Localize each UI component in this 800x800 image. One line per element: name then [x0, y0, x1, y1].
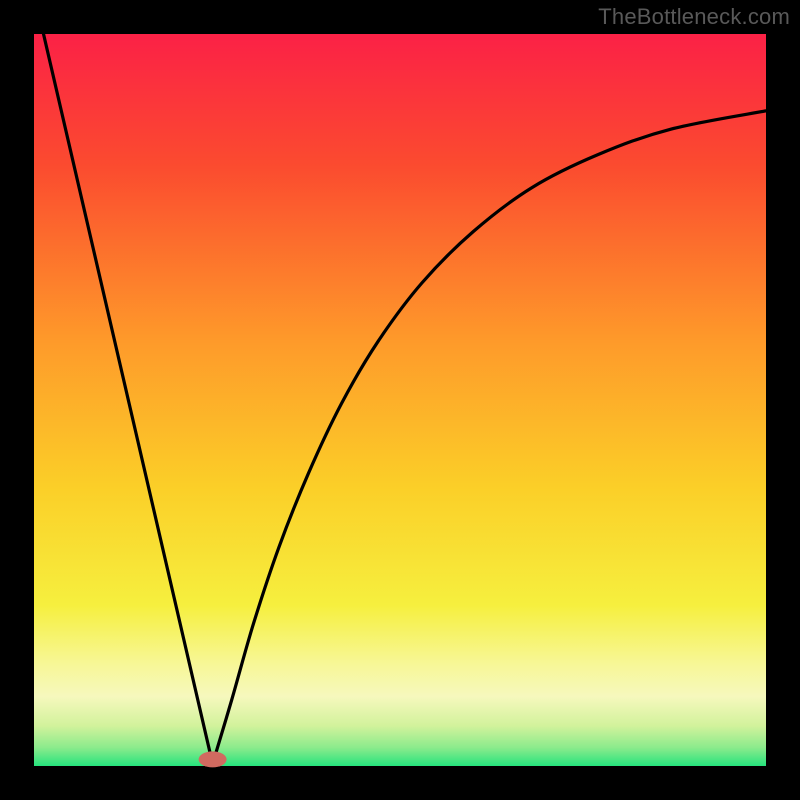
bottleneck-curve-chart [0, 0, 800, 800]
watermark-label: TheBottleneck.com [598, 4, 790, 30]
optimal-point-marker [199, 751, 227, 767]
chart-container: TheBottleneck.com [0, 0, 800, 800]
plot-background [34, 34, 766, 766]
